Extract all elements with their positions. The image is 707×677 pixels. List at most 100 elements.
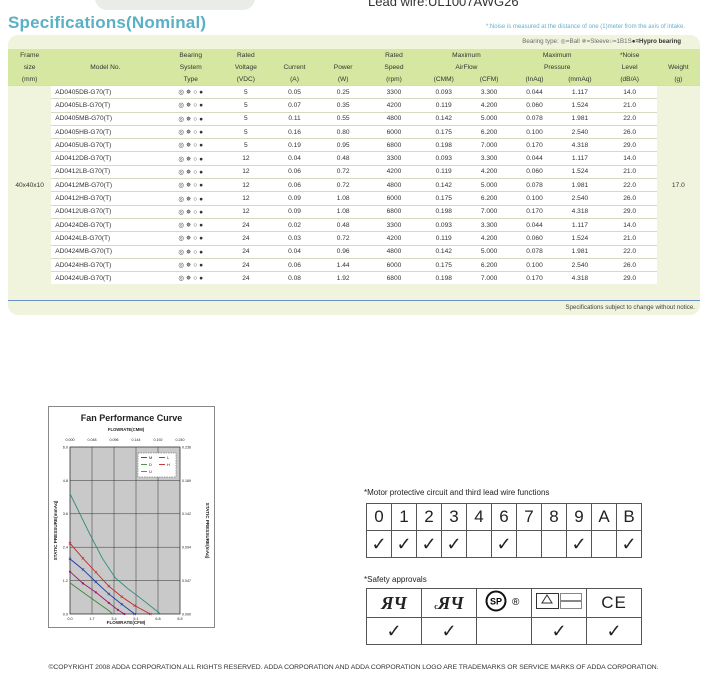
motor-check-cell: ✓ xyxy=(391,530,417,558)
power-cell: 1.08 xyxy=(319,204,367,219)
legend-box xyxy=(137,452,177,478)
y2-axis-label: STATIC PRESSURE(InAq) xyxy=(205,503,210,559)
series-point xyxy=(116,608,119,611)
model-cell: AD0412MB-G70(T) xyxy=(51,178,160,192)
table-row: AD0412HB-G70(T) ◎ ✵ ○ ● 12 0.09 1.08 6000 0.17… xyxy=(8,191,700,206)
inaq-cell: 0.044 xyxy=(511,84,558,99)
safety-check-cell xyxy=(476,617,532,645)
voltage-cell: 12 xyxy=(222,151,270,166)
table-row: AD0405LB-G70(T) ◎ ✵ ○ ● 5 0.07 0.35 4200 0.119… xyxy=(8,98,700,113)
unit-w: (W) xyxy=(319,73,367,86)
table-row: AD0424DB-G70(T) ◎ ✵ ○ ● 24 0.02 0.48 3300 0.09… xyxy=(8,217,700,232)
tuv-icon xyxy=(536,592,582,609)
y2-tick-label: 0.142 xyxy=(182,512,191,516)
model-cell: AD0424DB-G70(T) xyxy=(51,217,160,232)
csa-icon: SP ® xyxy=(485,590,520,611)
mmaq-cell: 1.117 xyxy=(557,217,603,232)
voltage-cell: 24 xyxy=(222,244,270,259)
cfm-cell: 3.300 xyxy=(466,151,512,166)
model-cell: AD0405DB-G70(T) xyxy=(51,84,160,99)
series-point xyxy=(123,612,126,616)
motor-code-cell: 9 xyxy=(566,503,592,531)
voltage-cell: 5 xyxy=(222,98,270,113)
voltage-cell: 12 xyxy=(222,178,270,192)
inaq-cell: 0.044 xyxy=(511,151,558,166)
series-point xyxy=(94,591,97,594)
current-cell: 0.02 xyxy=(269,217,320,232)
table-row: AD0424LB-G70(T) ◎ ✵ ○ ● 24 0.03 0.72 4200 0.11… xyxy=(8,231,700,246)
bearing-cell: ◎ ✵ ○ ● xyxy=(159,151,223,166)
inaq-cell: 0.078 xyxy=(511,111,558,126)
registered-mark: ® xyxy=(512,597,520,608)
noise-cell: 26.0 xyxy=(602,257,657,272)
bearing-cell: ◎ ✵ ○ ● xyxy=(159,138,223,152)
y2-tick-label: 0.094 xyxy=(182,546,191,550)
cmm-cell: 0.093 xyxy=(421,84,467,99)
speed-cell: 3300 xyxy=(366,84,421,99)
safety-approvals-table: ЯЧ cЯЧ SP ® CE ✓ ✓ ✓ ✓ xyxy=(366,588,642,645)
y-tick-label: 6.0 xyxy=(63,445,68,449)
series-point xyxy=(68,557,72,561)
safety-check-cell: ✓ xyxy=(366,617,422,645)
voltage-cell: 12 xyxy=(222,191,270,206)
power-cell: 1.44 xyxy=(319,257,367,272)
speed-cell: 4800 xyxy=(366,244,421,259)
cfm-cell: 7.000 xyxy=(466,138,512,152)
noise-cell: 29.0 xyxy=(602,204,657,219)
voltage-cell: 5 xyxy=(222,138,270,152)
inaq-cell: 0.078 xyxy=(511,244,558,259)
voltage-cell: 24 xyxy=(222,271,270,285)
cmm-cell: 0.142 xyxy=(421,111,467,126)
voltage-cell: 12 xyxy=(222,204,270,219)
inaq-cell: 0.060 xyxy=(511,98,558,113)
table-row: AD0412UB-G70(T) ◎ ✵ ○ ● 12 0.09 1.08 6800 0.19… xyxy=(8,204,700,219)
top-tick-label: 0.096 xyxy=(110,438,119,442)
motor-check-cell xyxy=(541,530,567,558)
current-cell: 0.04 xyxy=(269,244,320,259)
power-cell: 0.72 xyxy=(319,231,367,246)
tuv-logo xyxy=(531,588,587,618)
cfm-cell: 3.300 xyxy=(466,217,512,232)
power-cell: 0.55 xyxy=(319,111,367,126)
cfm-cell: 5.000 xyxy=(466,244,512,259)
model-cell: AD0424HB-G70(T) xyxy=(51,257,160,272)
cmm-cell: 0.093 xyxy=(421,217,467,232)
legend-label: M xyxy=(149,455,152,460)
motor-code-cell: 4 xyxy=(466,503,492,531)
top-tick-label: 0.240 xyxy=(176,438,185,442)
current-cell: 0.07 xyxy=(269,98,320,113)
noise-cell: 29.0 xyxy=(602,138,657,152)
col-header-voltage: Voltage xyxy=(222,61,270,73)
bearing-cell: ◎ ✵ ○ ● xyxy=(159,191,223,206)
ce-mark: CE xyxy=(601,593,627,612)
series-point xyxy=(107,592,111,596)
model-cell: AD0405HB-G70(T) xyxy=(51,124,160,139)
unit-mm: (mm) xyxy=(8,73,52,86)
noise-cell: 22.0 xyxy=(602,111,657,126)
mmaq-cell: 2.540 xyxy=(557,257,603,272)
motor-functions-title: *Motor protective circuit and third lead… xyxy=(364,488,550,497)
col-header-power: Power xyxy=(319,61,367,73)
mmaq-cell: 1.524 xyxy=(557,164,603,179)
top-tick-label: 0.192 xyxy=(154,438,163,442)
series-point xyxy=(107,601,110,604)
unit-mmaq: (mmAq) xyxy=(557,73,603,86)
speed-cell: 4200 xyxy=(366,98,421,113)
motor-check-cell: ✓ xyxy=(616,530,642,558)
y2-tick-label: 0.047 xyxy=(182,579,191,583)
x-tick-label: 6.8 xyxy=(155,617,160,621)
series-point xyxy=(81,582,85,585)
spec-footnote: Specifications subject to change without… xyxy=(565,304,695,311)
series-point xyxy=(68,541,72,545)
col-header-max-pressure: Maximum xyxy=(511,49,603,61)
inaq-cell: 0.170 xyxy=(511,271,558,285)
speed-cell: 6000 xyxy=(366,191,421,206)
bearing-cell: ◎ ✵ ○ ● xyxy=(159,271,223,285)
unit-cfm: (CFM) xyxy=(466,73,512,86)
x-tick-label: 0.0 xyxy=(67,617,72,621)
motor-check-cell: ✓ xyxy=(441,530,467,558)
copyright-footer: ©COPYRIGHT 2008 ADDA CORPORATION.ALL RIG… xyxy=(48,664,659,671)
noise-cell: 21.0 xyxy=(602,164,657,179)
bearing-legend-hypro: ●=Hypro bearing xyxy=(631,38,681,45)
speed-cell: 3300 xyxy=(366,217,421,232)
